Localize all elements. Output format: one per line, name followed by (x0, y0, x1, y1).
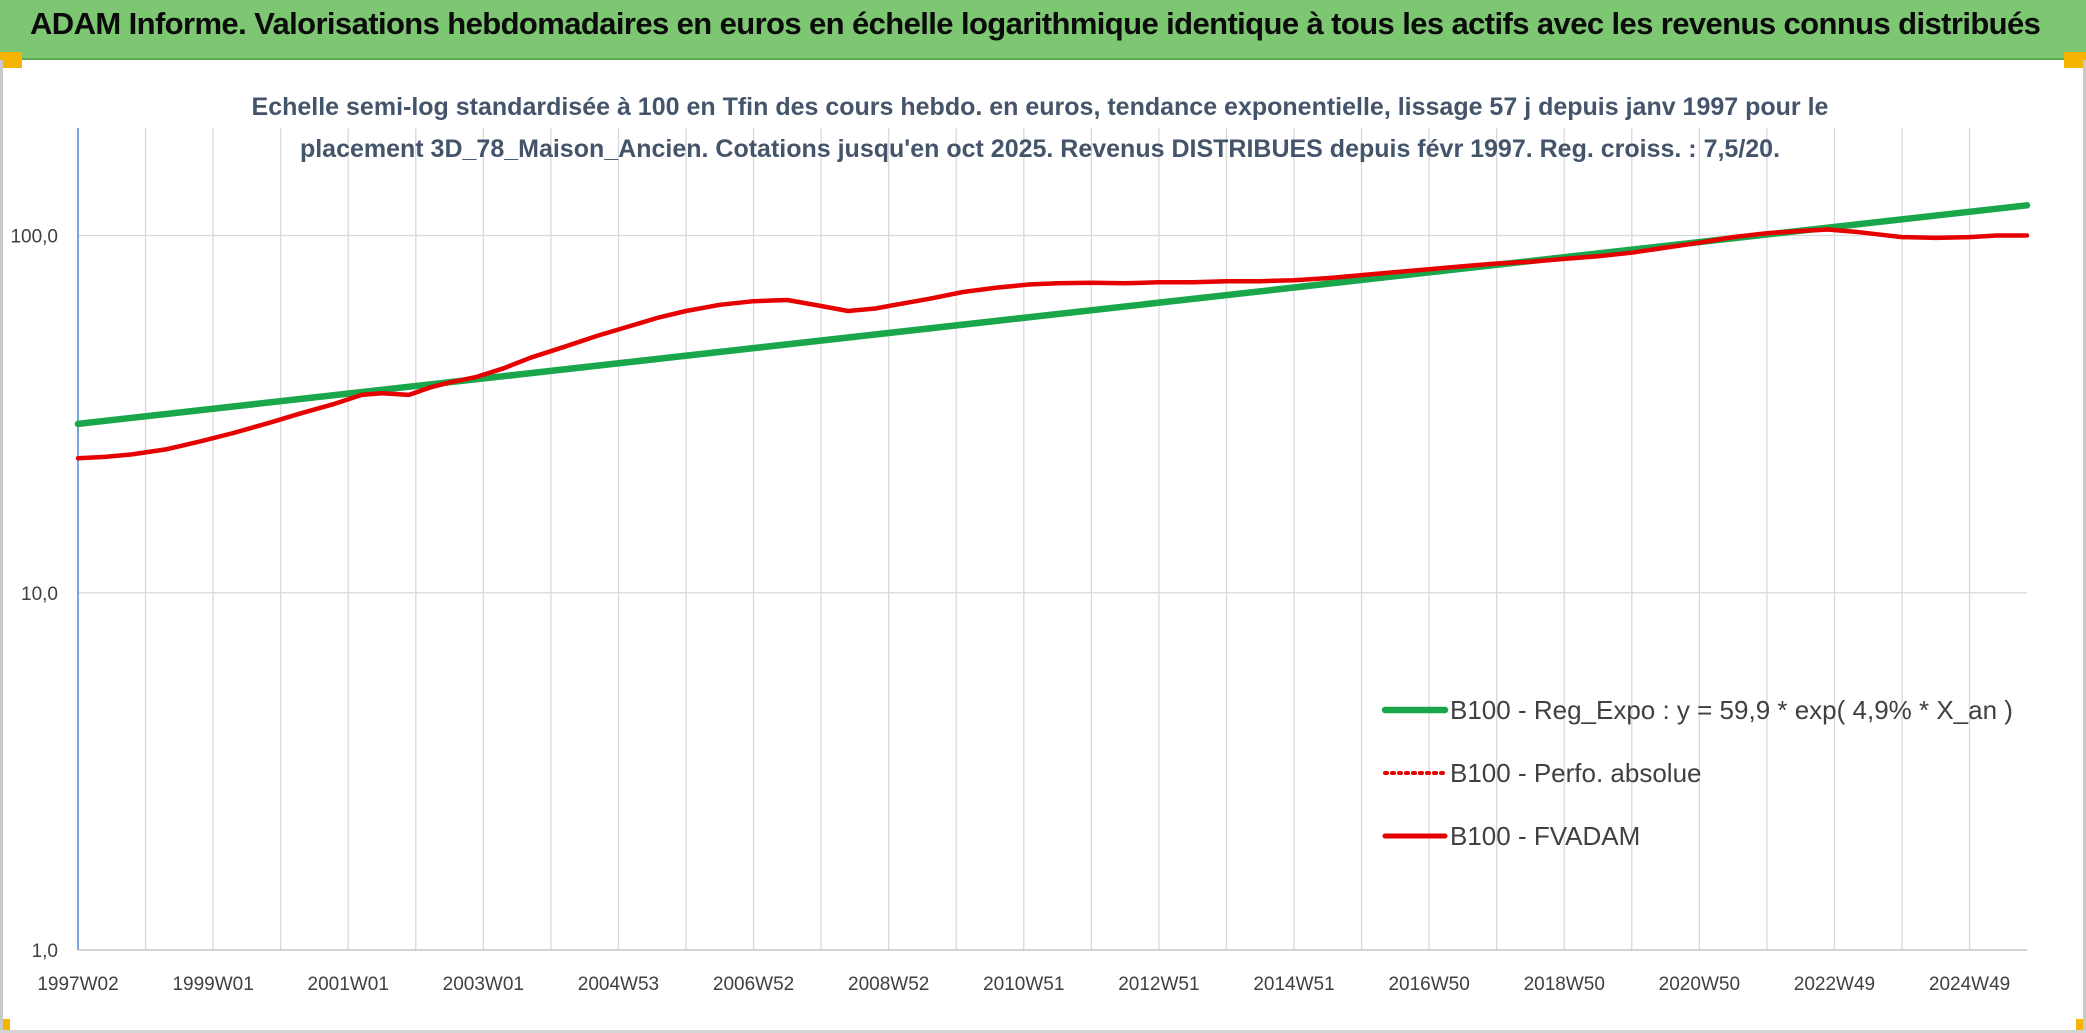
x-tick-label: 2010W51 (983, 974, 1064, 995)
corner-marker-top-right (2064, 52, 2086, 68)
x-tick-label: 2008W52 (848, 974, 929, 995)
axes (77, 128, 2027, 951)
frame-border-left (0, 60, 3, 1033)
legend-label: B100 - Perfo. absolue (1450, 758, 1702, 788)
x-tick-label: 2006W52 (713, 974, 794, 995)
x-tick-label: 1999W01 (172, 974, 253, 995)
x-tick-label: 1997W02 (37, 974, 118, 995)
frame-border-right (2083, 60, 2086, 1033)
legend-item-fvadam: B100 - FVADAM (1382, 821, 1640, 851)
x-tick-label: 2020W50 (1659, 974, 1740, 995)
frame-border-bottom (0, 1030, 2086, 1033)
x-tick-label: 2022W49 (1794, 974, 1875, 995)
series (74, 202, 2031, 461)
corner-marker-bottom-right (2076, 1019, 2086, 1033)
tick-labels: 1,0 10,0 100,0 1997W02 1999W01 2001W01 2003W01… (10, 227, 2010, 995)
gridlines (77, 128, 2027, 951)
chart-text: Echelle semi-log standardisée à 100 en T… (252, 93, 1829, 163)
chart-subtitle-line-2: placement 3D_78_Maison_Ancien. Cotations… (300, 135, 1780, 163)
report-banner: ADAM Informe. Valorisations hebdomadaire… (0, 0, 2086, 60)
y-tick-label: 10,0 (21, 584, 58, 605)
x-tick-label: 2012W51 (1118, 974, 1199, 995)
x-tick-label: 2001W01 (308, 974, 389, 995)
legend-item-reg-expo: B100 - Reg_Expo : y = 59,9 * exp( 4,9% *… (1381, 695, 2013, 725)
legend-label: B100 - FVADAM (1450, 821, 1640, 851)
x-tick-label: 2014W51 (1253, 974, 1334, 995)
series-line-fvadam (75, 227, 2030, 461)
y-tick-label: 1,0 (32, 941, 58, 962)
x-tick-label: 2003W01 (443, 974, 524, 995)
legend: B100 - Reg_Expo : y = 59,9 * exp( 4,9% *… (1381, 695, 2013, 851)
legend-label: B100 - Reg_Expo : y = 59,9 * exp( 4,9% *… (1450, 695, 2013, 725)
y-tick-label: 100,0 (10, 227, 58, 248)
report-title: ADAM Informe. Valorisations hebdomadaire… (30, 6, 2041, 41)
corner-marker-top-left (0, 52, 22, 68)
x-tick-label: 2018W50 (1524, 974, 1605, 995)
x-tick-label: 2004W53 (578, 974, 659, 995)
x-tick-label: 2024W49 (1929, 974, 2010, 995)
legend-item-perfo-absolue: B100 - Perfo. absolue (1383, 758, 1702, 788)
x-tick-label: 2016W50 (1388, 974, 1469, 995)
corner-marker-bottom-left (0, 1019, 10, 1033)
chart-subtitle-line-1: Echelle semi-log standardisée à 100 en T… (252, 93, 1829, 121)
